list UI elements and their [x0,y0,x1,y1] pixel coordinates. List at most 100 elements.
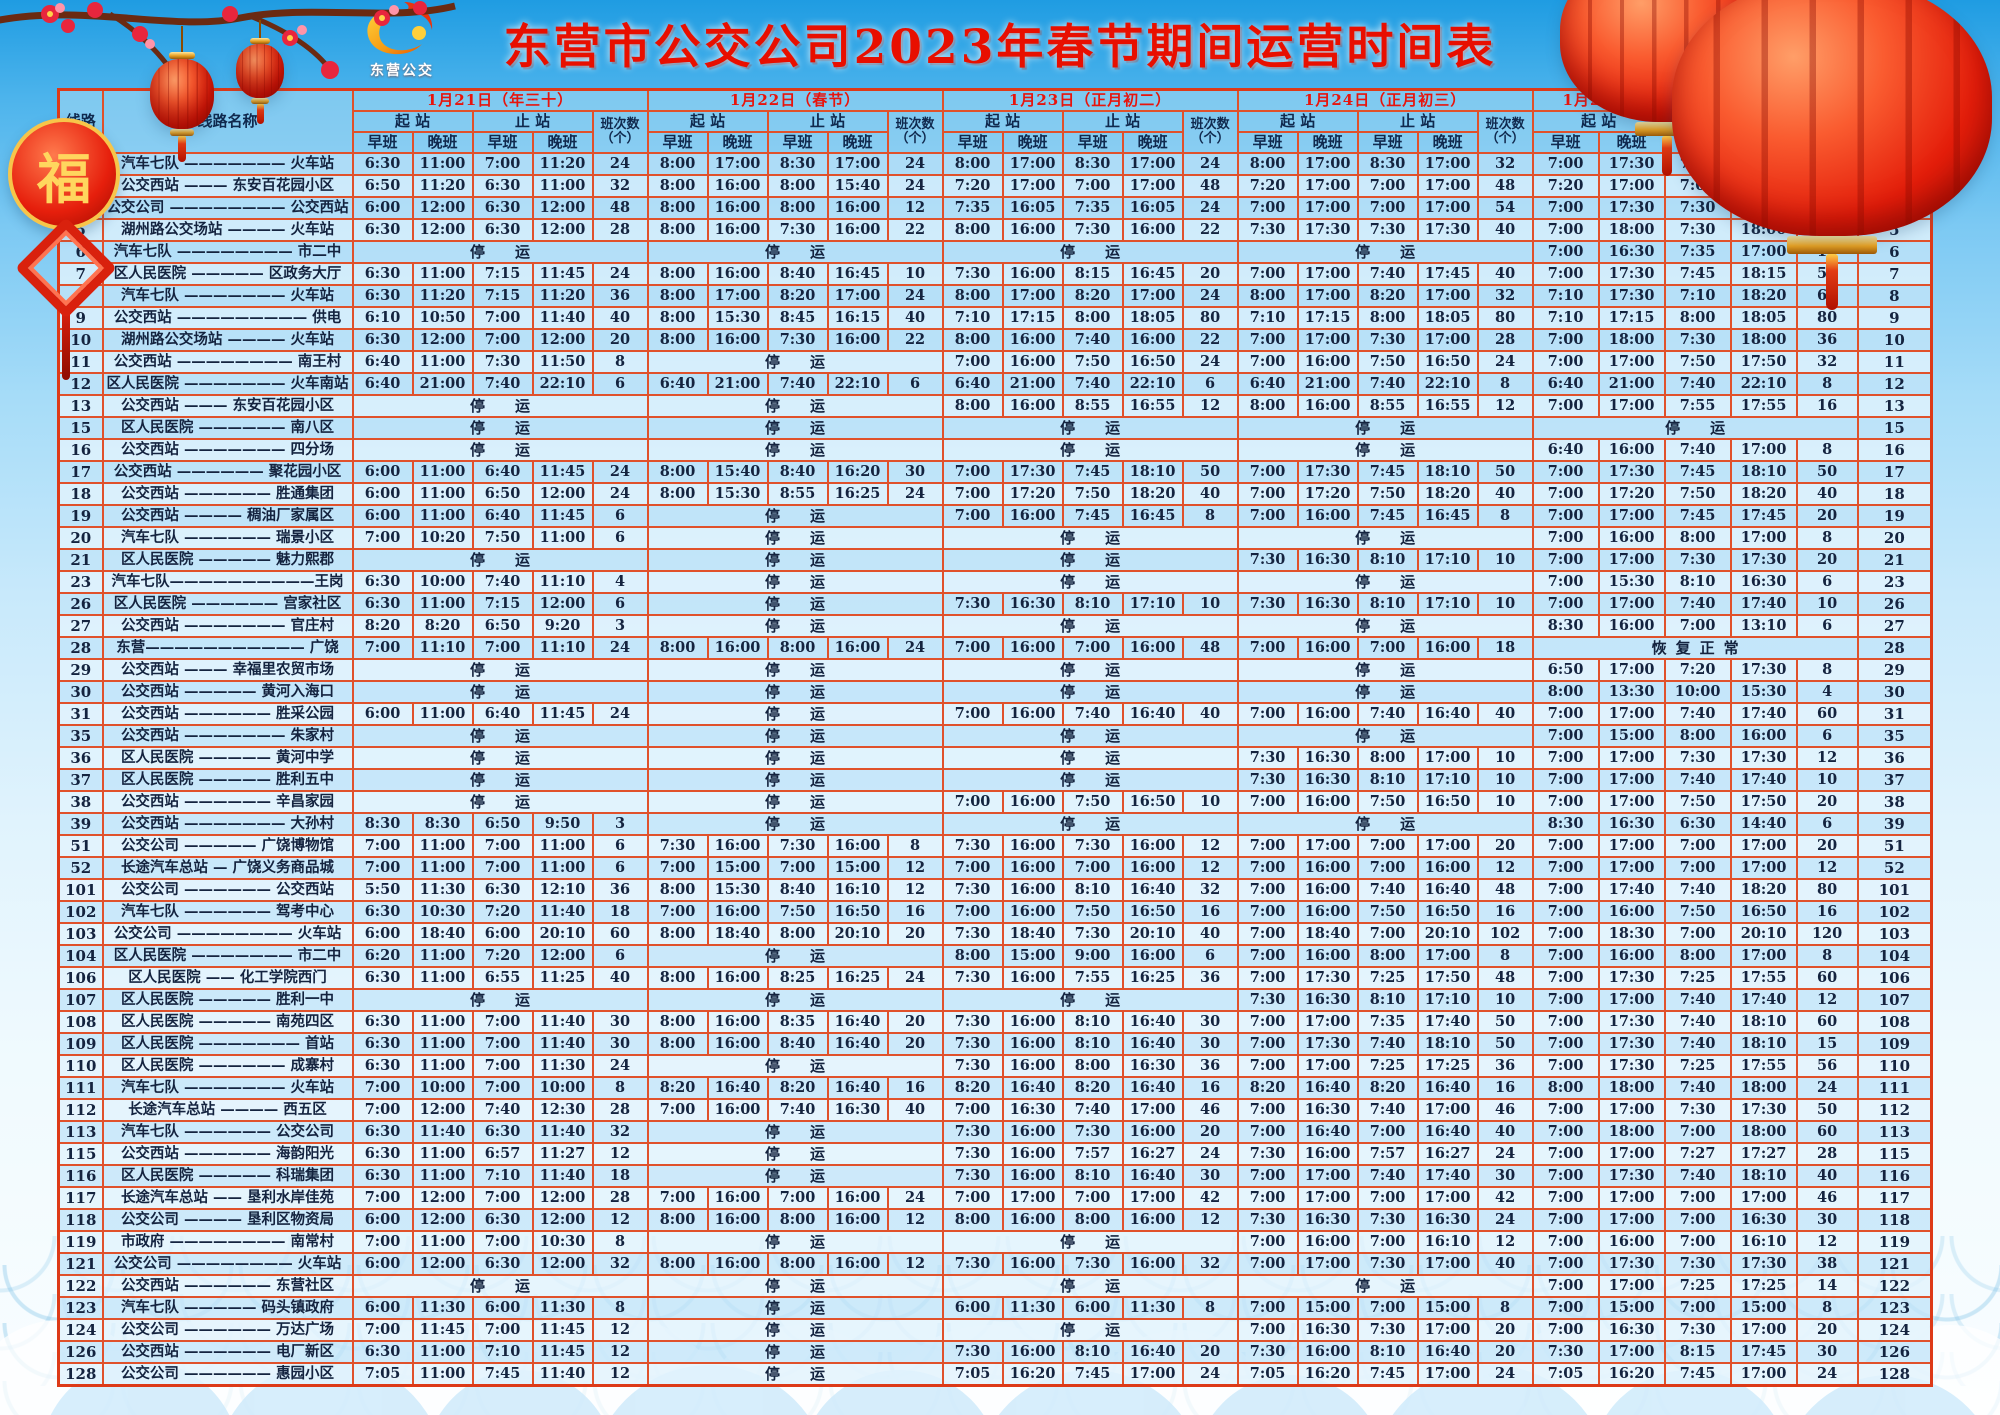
route-name-cell: 公交公司 ———————— 火车站 [101,922,354,946]
route-number-cell: 106 [1856,966,1933,990]
time-cell: 7:45 [1663,460,1732,484]
time-cell: 16:20 [1597,1362,1666,1387]
time-cell: 16:00 [1296,944,1359,968]
time-cell: 18:00 [1729,1120,1798,1144]
time-cell: 7:00 [1531,702,1600,726]
time-cell: 16:00 [1416,636,1479,660]
time-cell: 22:10 [1416,372,1479,396]
trips-cell: 12 [886,856,944,880]
route-number-cell: 103 [57,922,104,946]
header-trips-unit: （个） [1485,131,1525,146]
suspended-cell: 停运 [646,746,944,770]
time-cell: 11:30 [1001,1296,1064,1320]
table-row: 31 公交西站 —————— 胜采公园 6:00 11:00 6:40 11:45 24 停运… [57,702,1933,726]
timetable-body: 1 汽车七队 ——————— 火车站 6:30 11:00 7:00 11:20 24 8:0… [57,152,1933,1387]
trips-cell: 50 [1476,1032,1534,1056]
time-cell: 6:40 [471,702,534,726]
suspended-cell: 停运 [941,438,1239,462]
time-cell: 11:00 [411,482,474,506]
time-cell: 16:30 [1296,746,1359,770]
time-cell: 16:00 [1121,636,1184,660]
time-cell: 7:00 [1236,460,1299,484]
time-cell: 11:40 [531,1010,594,1034]
time-cell: 16:50 [1416,790,1479,814]
time-cell: 7:00 [941,482,1004,506]
time-cell: 11:00 [411,1032,474,1056]
trips-cell: 8 [886,834,944,858]
time-cell: 7:45 [1356,460,1419,484]
time-cell: 8:00 [766,196,829,220]
suspended-cell: 停运 [1531,416,1859,440]
route-number-cell: 112 [1856,1098,1933,1122]
time-cell: 16:00 [1597,438,1666,462]
time-cell: 18:10 [1729,1010,1798,1034]
time-cell: 16:00 [1296,504,1359,528]
time-cell: 12:00 [531,944,594,968]
table-row: 12 区人民医院 ——————— 火车南站 6:40 21:00 7:40 22:10 6 6… [57,372,1933,396]
suspended-cell: 停运 [646,944,944,968]
route-number-cell: 52 [57,856,104,880]
route-name-cell: 区人民医院 ————— 区政务大厅 [101,262,354,286]
time-cell: 10:00 [531,1076,594,1100]
time-cell: 7:00 [1531,1252,1600,1276]
time-cell: 12:00 [531,482,594,506]
time-cell: 17:00 [1597,592,1666,616]
route-name-cell: 湖州路公交场站 ———— 火车站 [101,218,354,242]
time-cell: 7:30 [941,592,1004,616]
time-cell: 8:20 [1356,284,1419,308]
time-cell: 20:10 [531,922,594,946]
suspended-cell: 停运 [941,768,1239,792]
time-cell: 17:50 [1416,966,1479,990]
time-cell: 7:00 [1531,1142,1600,1166]
trips-cell: 3 [591,812,649,836]
time-cell: 7:00 [1663,614,1732,638]
time-cell: 17:50 [1729,350,1798,374]
trips-cell: 24 [1181,152,1239,176]
trips-cell: 6 [591,504,649,528]
suspended-cell: 停运 [646,1142,944,1166]
time-cell: 7:00 [1236,944,1299,968]
trips-cell: 12 [1795,1230,1859,1254]
time-cell: 7:00 [1236,790,1299,814]
time-cell: 11:10 [531,636,594,660]
time-cell: 17:00 [1296,1054,1359,1078]
time-cell: 17:00 [1597,1098,1666,1122]
header-morning: 早班 [1356,131,1419,154]
trips-cell: 8 [591,350,649,374]
time-cell: 16:00 [1597,1230,1666,1254]
time-cell: 18:00 [1597,1120,1666,1144]
time-cell: 17:00 [1729,1318,1798,1342]
time-cell: 15:30 [706,306,769,330]
time-cell: 7:25 [1663,1054,1732,1078]
trips-cell: 46 [1476,1098,1534,1122]
trips-cell: 40 [1476,262,1534,286]
time-cell: 7:10 [1531,284,1600,308]
time-cell: 8:10 [1356,1340,1419,1364]
trips-cell: 48 [1795,174,1859,198]
time-cell: 16:00 [1001,834,1064,858]
time-cell: 11:00 [531,856,594,880]
header-end-station: 止 站 [471,110,594,133]
time-cell: 8:10 [1061,878,1124,902]
time-cell: 7:00 [1356,174,1419,198]
time-cell: 17:00 [1121,152,1184,176]
time-cell: 7:00 [471,1230,534,1254]
route-number-cell: 29 [1856,658,1933,682]
table-row: 15 区人民医院 —————— 南八区 停运 停运 停运 停运 停运 15 [57,416,1933,440]
time-cell: 6:30 [351,1142,414,1166]
route-number-cell: 11 [1856,350,1933,374]
time-cell: 7:50 [1663,900,1732,924]
time-cell: 16:00 [826,834,889,858]
time-cell: 7:00 [1531,482,1600,506]
trips-cell: 64 [1795,284,1859,308]
time-cell: 7:05 [1236,1362,1299,1387]
trips-cell: 16 [886,900,944,924]
time-cell: 16:00 [1121,1252,1184,1276]
route-number-cell: 28 [1856,636,1933,660]
trips-cell: 56 [1795,152,1859,176]
route-name-cell: 区人民医院 ————— 胜利五中 [101,768,354,792]
time-cell: 7:40 [1061,702,1124,726]
time-cell: 16:40 [1121,1010,1184,1034]
time-cell: 17:30 [1296,1032,1359,1056]
time-cell: 7:00 [646,856,709,880]
